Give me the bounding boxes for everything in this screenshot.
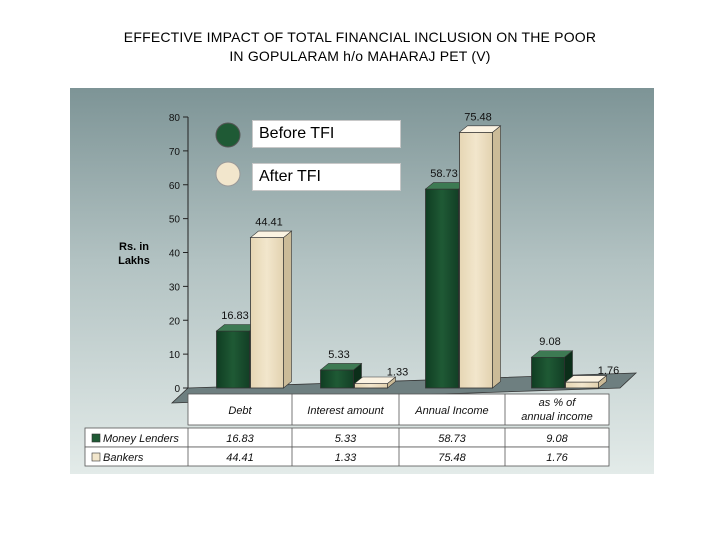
bar-money-lenders — [320, 369, 354, 389]
category-label: Interest amount — [307, 405, 384, 417]
legend-swatch-before — [215, 122, 241, 148]
category-label: as % of — [539, 397, 577, 409]
table-row — [84, 446, 610, 467]
title-line-1: EFFECTIVE IMPACT OF TOTAL FINANCIAL INCL… — [123, 29, 597, 45]
y-tick-label: 20 — [169, 316, 181, 327]
table-cell: 75.48 — [438, 452, 466, 464]
table-cell: 1.76 — [546, 452, 568, 464]
y-tick-label: 70 — [169, 147, 181, 158]
category-label: annual income — [521, 411, 593, 423]
series-name: Money Lenders — [103, 433, 179, 445]
data-label: 58.73 — [430, 168, 458, 180]
table-cell: 58.73 — [438, 433, 466, 445]
bar-top — [530, 350, 574, 358]
bar-bankers — [250, 237, 284, 389]
table-key-bankers — [91, 452, 101, 462]
bar-side — [492, 125, 501, 389]
bar-bankers — [459, 131, 493, 389]
bar-money-lenders — [531, 356, 565, 389]
data-label: 16.83 — [221, 310, 249, 322]
table-cell: 1.33 — [335, 452, 357, 464]
bar-top — [319, 363, 363, 371]
data-label: 1.33 — [387, 366, 408, 378]
y-axis-label: Rs. in Lakhs — [104, 240, 164, 268]
table-cell: 5.33 — [335, 433, 357, 445]
bar-top — [458, 125, 502, 133]
data-label: 44.41 — [255, 217, 283, 229]
bar-top — [249, 230, 293, 238]
title-line-2: IN GOPULARAM h/o MAHARAJ PET (V) — [229, 48, 491, 64]
legend-before-label: Before TFI — [252, 120, 401, 148]
y-tick-label: 30 — [169, 282, 181, 293]
bar-top — [353, 376, 397, 384]
category-label: Debt — [228, 405, 252, 417]
table-key-money-lenders — [91, 433, 101, 443]
y-tick-label: 40 — [169, 249, 181, 260]
data-label: 5.33 — [328, 349, 349, 361]
data-label: 1.76 — [598, 365, 619, 377]
data-label: 75.48 — [464, 111, 492, 123]
category-label: Annual Income — [414, 405, 488, 417]
table-header-row — [187, 393, 610, 426]
bar-top — [564, 375, 608, 383]
y-tick-label: 60 — [169, 181, 181, 192]
series-name: Bankers — [103, 452, 144, 464]
y-tick-label: 50 — [169, 215, 181, 226]
y-axis-label-line-1: Rs. in — [119, 241, 149, 253]
bar-side — [283, 230, 292, 389]
y-tick-label: 10 — [169, 350, 181, 361]
chart-title: EFFECTIVE IMPACT OF TOTAL FINANCIAL INCL… — [0, 28, 720, 66]
table-cell: 44.41 — [226, 452, 254, 464]
bar-money-lenders — [216, 330, 250, 389]
legend-after-label: After TFI — [252, 163, 401, 191]
y-tick-label: 0 — [174, 384, 180, 395]
bar-bankers — [565, 381, 599, 389]
data-label: 9.08 — [539, 336, 560, 348]
table-cell: 16.83 — [226, 433, 254, 445]
y-axis-label-line-2: Lakhs — [118, 255, 150, 267]
bar-money-lenders — [425, 188, 459, 389]
y-tick-label: 80 — [169, 113, 181, 124]
table-cell: 9.08 — [546, 433, 568, 445]
legend-swatch-after — [215, 161, 241, 187]
bar-bankers — [354, 383, 388, 389]
